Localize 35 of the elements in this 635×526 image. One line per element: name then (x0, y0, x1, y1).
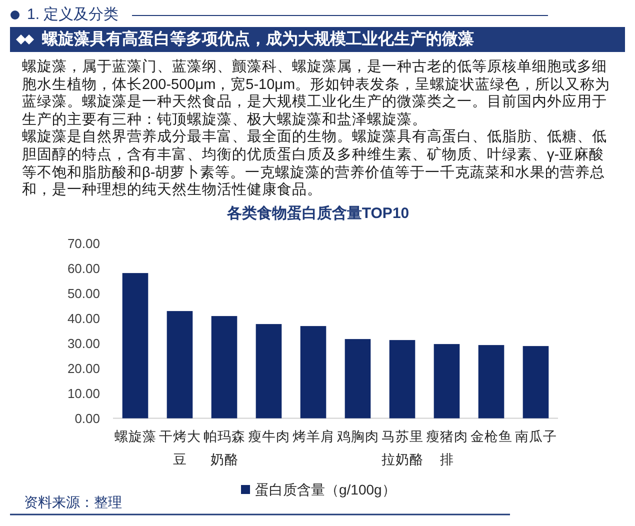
bar (300, 326, 326, 418)
bar (389, 340, 416, 418)
text: 螺旋藻是自然界营养成分最丰富、最全面的生物。螺旋藻具有高蛋白、低脂肪、低糖、低胆固醇的特点，含有丰富、均衡的优质蛋白质及多种维生素、矿物质、叶绿素、γ-亚麻酸等不饱和脂肪酸和β-胡萝卜素等。一克螺旋藻的营养价值等于一千克蔬菜和水果的营养总和，是一种理想的纯天然生物活性健康食品。 (22, 129, 608, 200)
text: 螺旋藻具有高蛋白等多项优点，成为大规模工业化生产的微藻 (42, 29, 474, 50)
y-tick-label: 10.00 (67, 386, 100, 401)
x-tick-label: 帕玛森奶酪 (203, 429, 246, 467)
bar (211, 316, 238, 418)
legend-label: 蛋白质含量（g/100g） (255, 482, 396, 498)
text: 1. 定义及分类 (27, 5, 119, 25)
bar (166, 311, 193, 418)
y-tick-label: 20.00 (67, 360, 100, 376)
x-tick-label: 南瓜子 (514, 429, 557, 444)
x-tick-label: 瘦猪肉排 (426, 429, 468, 467)
bar (434, 344, 460, 418)
y-tick-label: 0.00 (74, 410, 100, 426)
bar (122, 273, 148, 418)
x-tick-label: 鸡胸肉 (336, 429, 379, 444)
bar (344, 339, 371, 418)
y-tick-label: 60.00 (67, 260, 100, 276)
chart-title: 各类食物蛋白质含量TOP10 (226, 205, 410, 222)
x-tick-label: 螺旋藻 (114, 429, 156, 444)
bar (522, 346, 549, 418)
x-tick-label: 烤羊肩 (292, 429, 334, 444)
y-tick-label: 70.00 (67, 236, 100, 251)
x-tick-label: 马苏里拉奶酪 (381, 429, 424, 467)
x-tick-label: 瘦牛肉 (248, 429, 290, 444)
text: 资料来源：整理 (24, 493, 122, 511)
y-tick-label: 40.00 (67, 310, 100, 326)
text: 螺旋藻，属于蓝藻门、蓝藻纲、颤藻科、螺旋藻属，是一种古老的低等原核单细胞或多细胞水生植物，体长200-500μm，宽5-10μm。形如钟表发条，呈螺旋状蓝绿色，所以又称为蓝绿藻。螺旋藻是一种天然食品，是大规模工业化生产的微藻类之一。目前国内外应用于生产的主要有三种：钝顶螺旋藻、极大螺旋藻和盐泽螺旋藻。 (22, 59, 612, 128)
bar (256, 324, 282, 418)
x-tick-label: 干烤大豆 (158, 429, 201, 467)
x-tick-label: 金枪鱼 (470, 429, 512, 444)
y-tick-label: 30.00 (67, 336, 100, 351)
y-tick-label: 50.00 (67, 286, 100, 301)
bar (478, 345, 504, 418)
